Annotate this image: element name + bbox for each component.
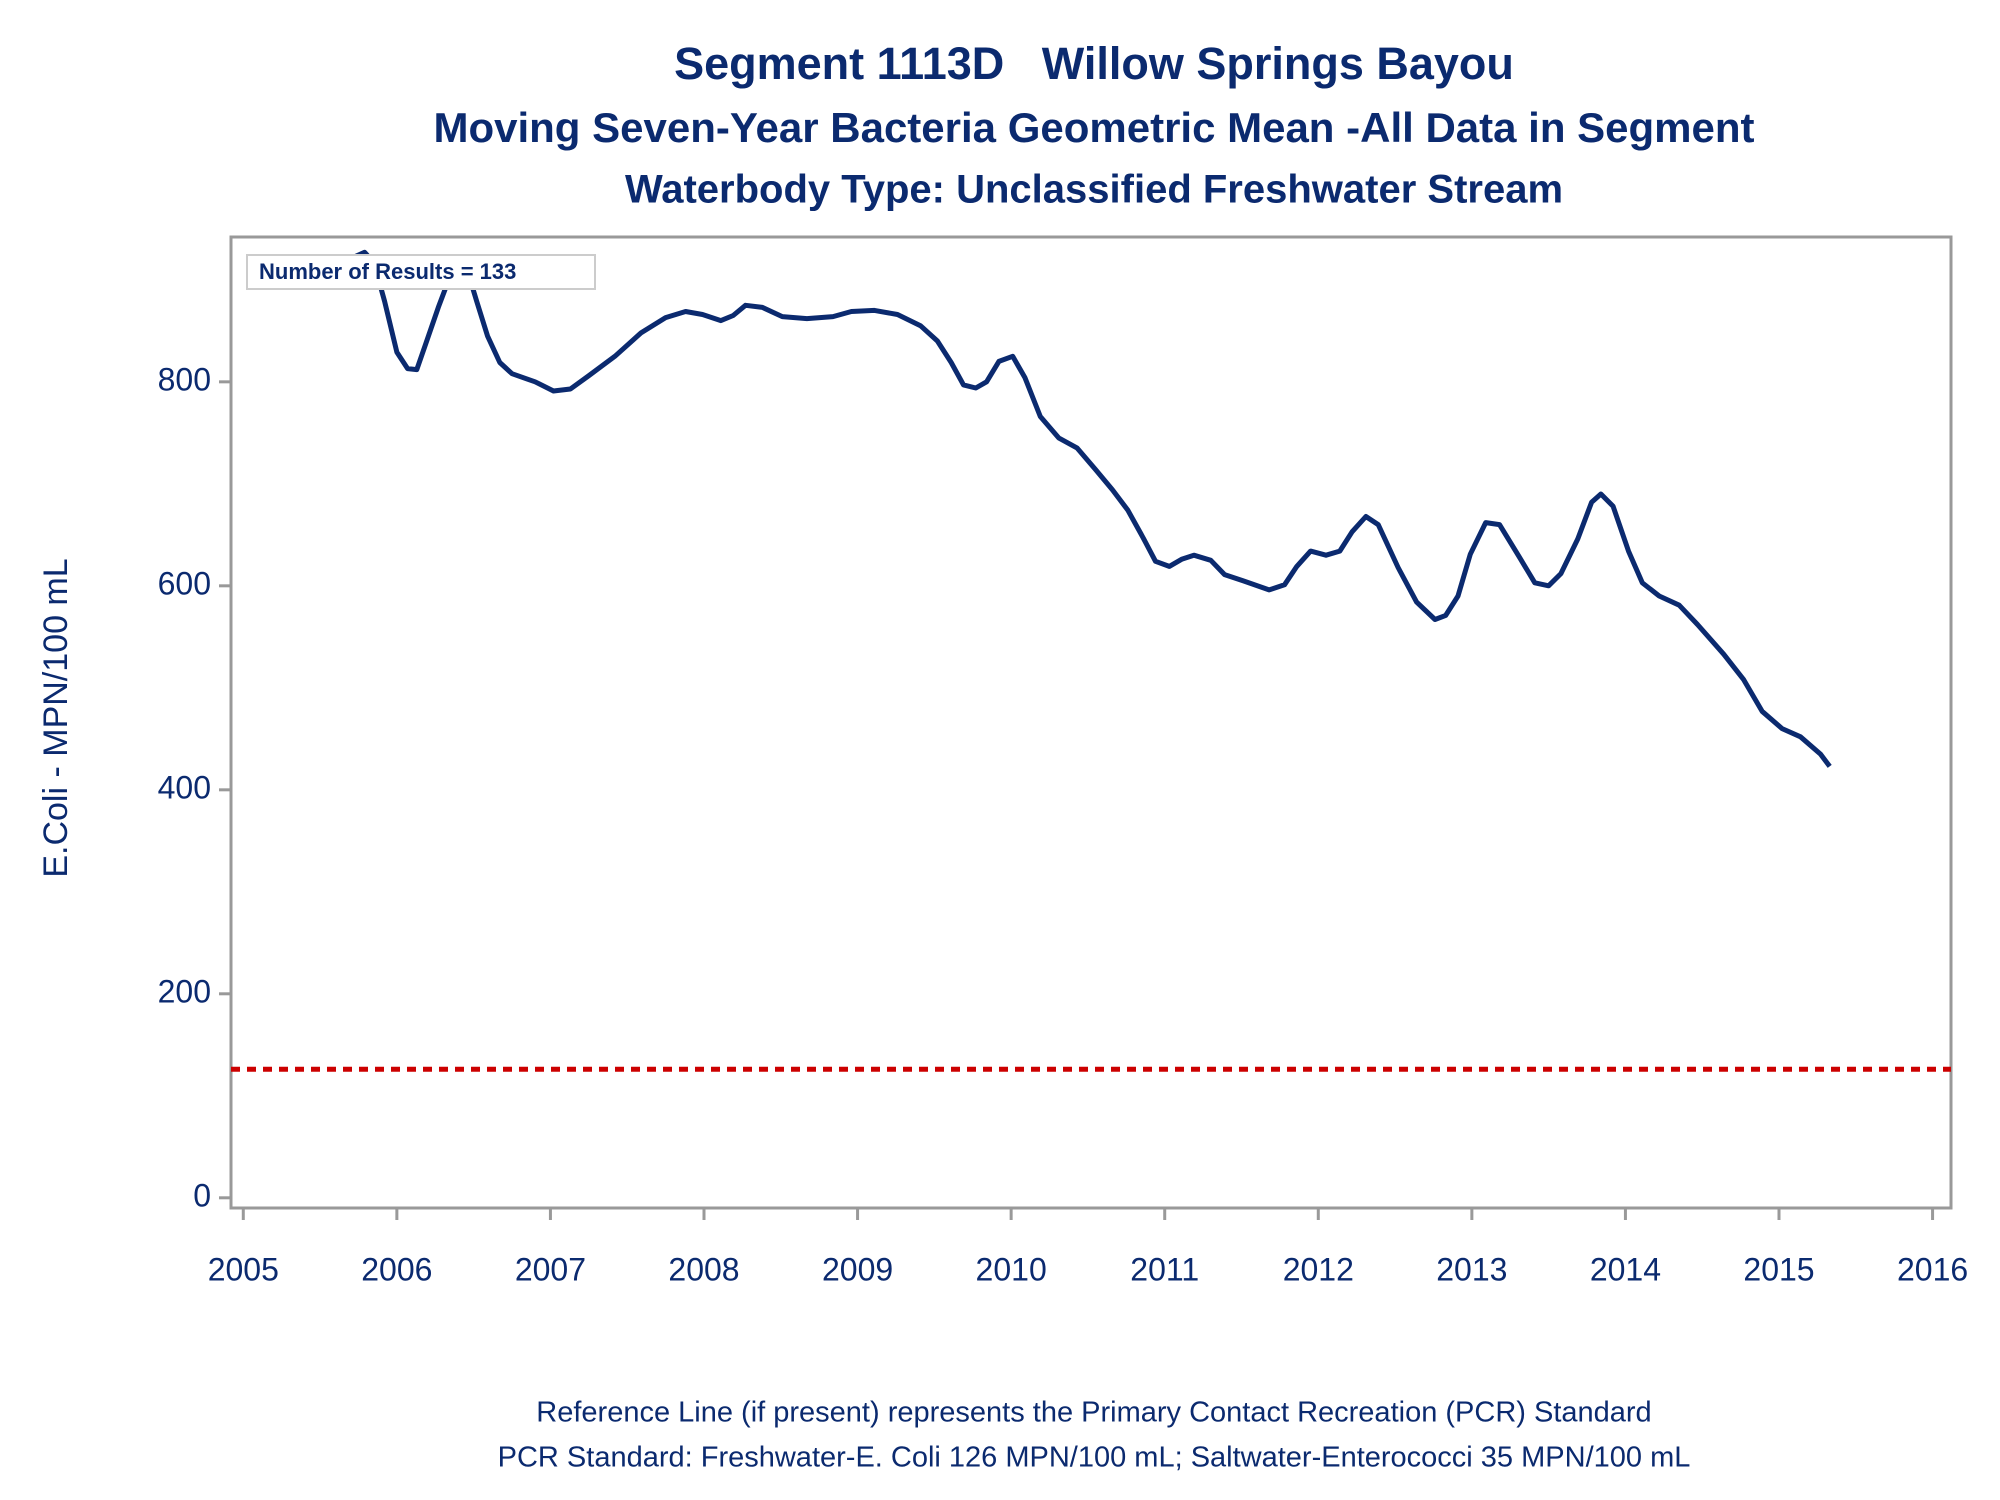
footnote: Reference Line (if present) represents t… (536, 1397, 1651, 1429)
y-tick-label: 0 (193, 1177, 211, 1213)
x-tick-label: 2007 (515, 1251, 586, 1287)
footnote: PCR Standard: Freshwater-E. Coli 126 MPN… (498, 1442, 1691, 1474)
x-tick-label: 2009 (822, 1251, 893, 1287)
x-tick-label: 2011 (1130, 1251, 1199, 1287)
y-axis-label: E.Coli - MPN/100 mL (37, 558, 75, 877)
data-line (354, 249, 1832, 768)
x-tick-label: 2010 (976, 1251, 1047, 1287)
x-tick-label: 2015 (1743, 1251, 1814, 1287)
chart-title: Segment 1113D Willow Springs Bayou (674, 38, 1514, 89)
y-tick-label: 600 (158, 565, 211, 601)
annotation: Number of Results = 133 (259, 259, 516, 284)
y-tick-label: 200 (158, 973, 211, 1009)
x-tick-label: 2012 (1283, 1251, 1354, 1287)
x-tick-label: 2005 (208, 1251, 279, 1287)
y-tick-label: 400 (158, 769, 211, 805)
x-tick-label: 2013 (1436, 1251, 1507, 1287)
x-tick-label: 2016 (1897, 1251, 1968, 1287)
y-tick-label: 800 (158, 361, 211, 397)
x-tick-label: 2008 (668, 1251, 739, 1287)
chart-subtitle: Waterbody Type: Unclassified Freshwater … (625, 168, 1563, 212)
chart-subtitle: Moving Seven-Year Bacteria Geometric Mea… (433, 104, 1754, 151)
annotation-box (246, 254, 596, 290)
x-tick-label: 2006 (361, 1251, 432, 1287)
x-tick-label: 2014 (1590, 1251, 1661, 1287)
plot-frame (229, 235, 1953, 1210)
